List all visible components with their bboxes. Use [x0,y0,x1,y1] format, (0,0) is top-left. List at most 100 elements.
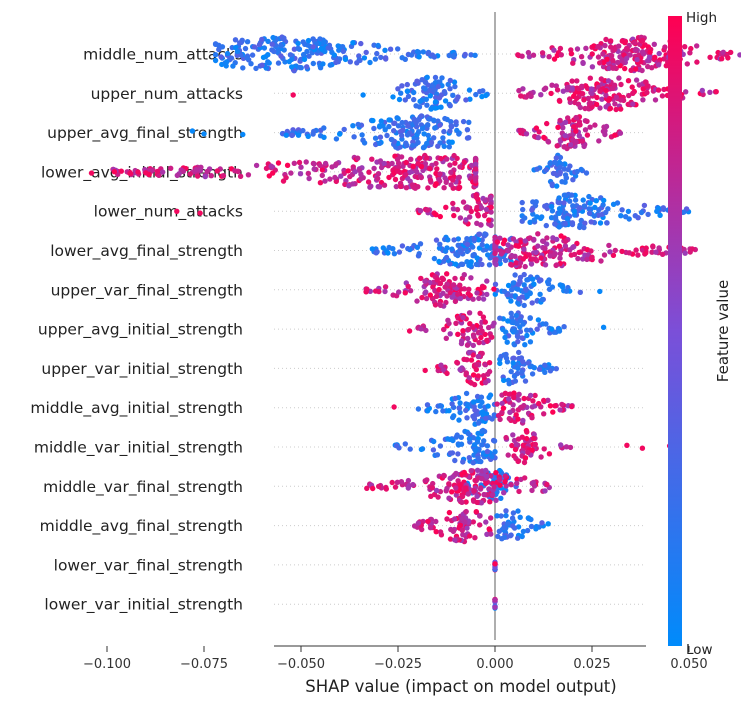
shap-point [594,94,600,101]
shap-point [524,429,530,435]
x-axis-label: SHAP value (impact on model output) [305,677,616,696]
shap-point [659,251,666,257]
shap-point [378,164,385,171]
shap-point [466,119,472,126]
shap-point [582,127,589,133]
shap-point [393,183,399,190]
shap-point [520,359,526,365]
shap-point [468,275,474,281]
shap-point [567,198,573,204]
shap-point [378,54,384,61]
shap-point [660,205,666,211]
shap-point [683,89,689,95]
shap-point [612,132,618,138]
shap-point [527,327,534,333]
shap-point [202,173,208,180]
shap-point [529,415,535,421]
shap-point [298,65,304,71]
shap-point [476,231,483,237]
shap-point [549,181,555,187]
shap-point [684,61,690,67]
shap-point [512,293,518,299]
shap-point [578,166,584,173]
shap-point [484,243,490,249]
feature-label: lower_num_attacks [94,203,243,222]
shap-point [235,168,241,175]
shap-point [520,528,527,535]
shap-point [571,251,578,258]
x-tick-label: −0.050 [277,657,325,672]
shap-point [481,438,487,444]
shap-point [596,207,602,213]
shap-point [688,45,694,52]
shap-point [457,215,464,221]
shap-point [403,171,409,178]
shap-point [546,54,552,60]
shap-point [512,272,518,278]
shap-point [552,159,558,166]
shap-point [472,166,479,172]
shap-point [321,125,327,131]
shap-point [473,91,479,98]
shap-point [457,366,463,373]
shap-point [522,342,528,348]
shap-point [415,253,422,259]
shap-point [453,119,459,125]
shap-point [562,220,568,227]
shap-point [366,169,372,175]
shap-point [630,101,636,107]
shap-point [557,98,563,104]
shap-point [453,485,459,491]
shap-point [618,97,624,103]
shap-point [486,262,493,268]
shap-point [573,95,580,102]
shap-point [533,125,540,131]
shap-point [470,519,476,525]
shap-point [484,337,490,343]
shap-point [193,166,199,173]
shap-point [461,356,467,362]
shap-point [396,96,403,103]
x-tick-label: 0.050 [670,657,707,672]
shap-point [444,485,450,492]
shap-point [440,367,447,373]
shap-point [427,177,434,183]
shap-point [463,217,469,223]
shap-point [461,272,467,278]
shap-point [363,49,369,56]
shap-point [484,278,490,284]
shap-point [370,485,376,492]
shap-point [392,120,398,126]
shap-point [589,254,595,260]
shap-point [643,250,649,256]
shap-point [479,442,485,448]
shap-point [643,79,649,85]
shap-point [404,142,410,149]
shap-point [303,159,309,165]
shap-point [550,409,556,415]
shap-point [525,49,532,56]
shap-point [256,42,263,48]
shap-point [499,400,505,407]
shap-point [571,208,577,214]
feature-label: upper_avg_final_strength [47,124,243,143]
shap-point [395,86,401,92]
shap-point [446,495,452,501]
shap-point [438,362,444,368]
shap-point [657,212,663,218]
shap-point [687,249,693,255]
shap-point [613,106,619,113]
shap-point [369,246,375,252]
shap-point [593,101,600,108]
shap-point [154,168,161,175]
shap-point [437,122,443,128]
shap-point [434,452,441,458]
shap-point [509,515,516,521]
shap-point [143,170,149,176]
shap-point [245,172,252,178]
shap-point [359,132,365,138]
shap-point [340,48,347,54]
shap-point [467,292,473,299]
shap-point [394,479,401,485]
shap-point [485,252,491,258]
